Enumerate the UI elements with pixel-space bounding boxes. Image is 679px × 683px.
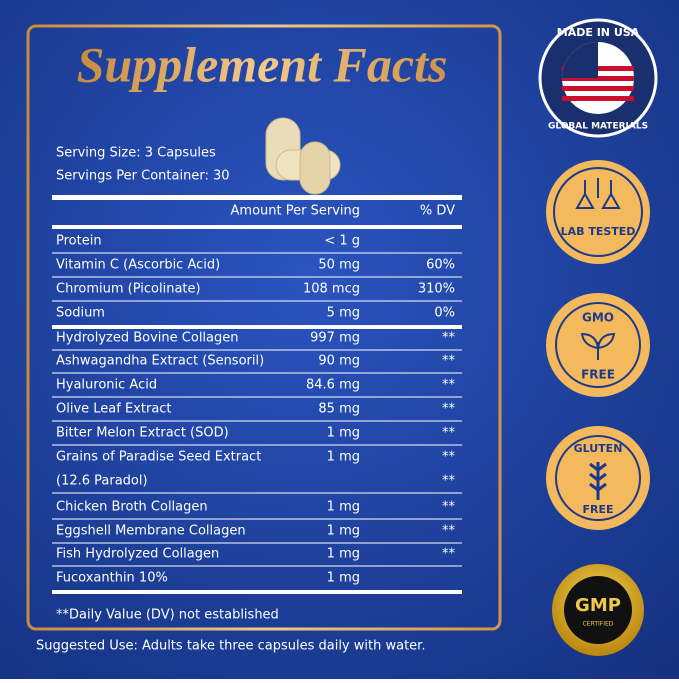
amount: 1 mg [327, 547, 360, 562]
badge-gmo: GMO FREE [546, 293, 650, 397]
daily-value: 60% [426, 258, 455, 273]
daily-value: ** [442, 450, 456, 465]
badge-text: FREE [581, 368, 615, 382]
column-header: Amount Per Serving [231, 204, 360, 219]
badge-text: FREE [582, 503, 613, 516]
ingredient-name: Ashwagandha Extract (Sensoril) [56, 354, 264, 369]
capsules [265, 117, 341, 195]
badge-text: GMO [582, 311, 614, 325]
rule-thick [52, 195, 462, 200]
amount: < 1 g [324, 234, 360, 249]
rule-thick [52, 590, 462, 594]
amount: 108 mcg [303, 282, 360, 297]
amount: 5 mg [327, 306, 360, 321]
daily-value: ** [442, 547, 456, 562]
ingredient-name: Vitamin C (Ascorbic Acid) [56, 258, 220, 273]
amount: 85 mg [318, 402, 360, 417]
amount: 1 mg [327, 500, 360, 515]
ingredient-name: Bitter Melon Extract (SOD) [56, 426, 229, 441]
ingredient-name: Sodium [56, 306, 105, 321]
suggested-use: Suggested Use: Adults take three capsule… [36, 639, 425, 654]
badge-gluten: GLUTEN FREE [546, 426, 650, 530]
rule-thick [52, 325, 462, 329]
amount: 1 mg [327, 571, 360, 586]
badge-gmp: GMP CERTIFIED [552, 564, 644, 656]
amount: 997 mg [310, 331, 360, 346]
badge-text: GMP [575, 595, 621, 616]
gold-frame [26, 24, 502, 631]
daily-value: 310% [418, 282, 455, 297]
daily-value: ** [442, 354, 456, 369]
ingredient-name: Olive Leaf Extract [56, 402, 172, 417]
amount: 1 mg [327, 524, 360, 539]
badge-usa: MADE IN USA GLOBAL MATERIALS [538, 18, 658, 138]
daily-value: ** [442, 402, 456, 417]
daily-value: ** [442, 524, 456, 539]
ingredient-name: Fucoxanthin 10% [56, 571, 168, 586]
servings-per-container: Servings Per Container: 30 [56, 169, 230, 184]
daily-value: ** [442, 331, 456, 346]
ingredient-name: Chromium (Picolinate) [56, 282, 201, 297]
badge-lab: LAB TESTED [546, 160, 650, 264]
rule-thick [52, 225, 462, 229]
amount: 50 mg [318, 258, 360, 273]
amount: 90 mg [318, 354, 360, 369]
badge-text: GLOBAL MATERIALS [548, 122, 648, 132]
footnote: **Daily Value (DV) not established [56, 608, 279, 623]
ingredient-name: (12.6 Paradol) [56, 474, 148, 489]
column-header: % DV [420, 204, 455, 219]
ingredient-name: Eggshell Membrane Collagen [56, 524, 246, 539]
badge-text: GLUTEN [574, 442, 623, 455]
serving-size: Serving Size: 3 Capsules [56, 146, 216, 161]
daily-value: ** [442, 378, 456, 393]
badge-text: CERTIFIED [583, 621, 614, 628]
badge-text: MADE IN USA [557, 26, 640, 39]
title: Supplement Facts [77, 36, 448, 92]
amount: 1 mg [327, 450, 360, 465]
ingredient-name: Protein [56, 234, 102, 249]
daily-value: ** [442, 500, 456, 515]
daily-value: ** [442, 474, 456, 489]
badge-text: LAB TESTED [561, 225, 636, 238]
amount: 1 mg [327, 426, 360, 441]
daily-value: ** [442, 426, 456, 441]
ingredient-name: Chicken Broth Collagen [56, 500, 208, 515]
ingredient-name: Hydrolyzed Bovine Collagen [56, 331, 239, 346]
ingredient-name: Fish Hydrolyzed Collagen [56, 547, 219, 562]
daily-value: 0% [434, 306, 455, 321]
ingredient-name: Grains of Paradise Seed Extract [56, 450, 261, 465]
amount: 84.6 mg [306, 378, 360, 393]
ingredient-name: Hyaluronic Acid [56, 378, 157, 393]
